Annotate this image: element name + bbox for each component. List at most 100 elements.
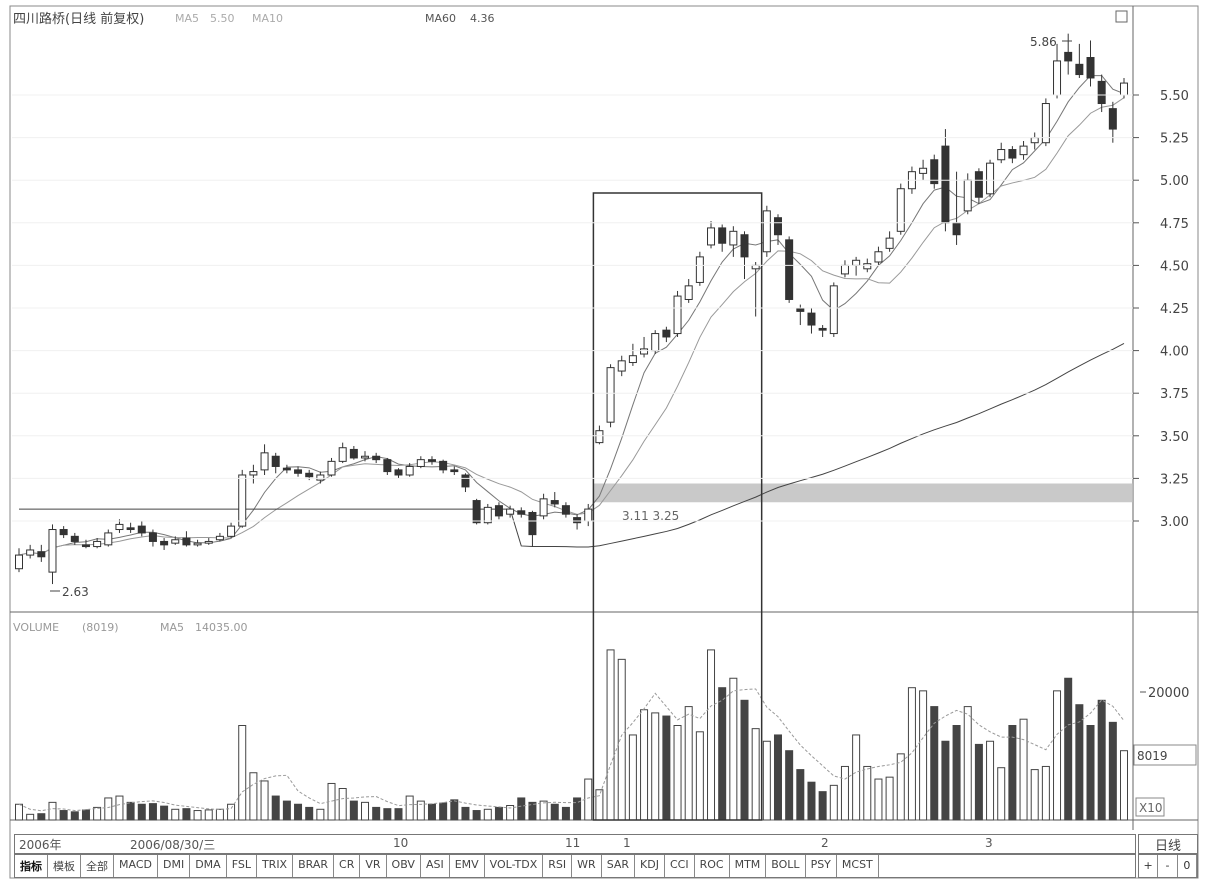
candle-body: [483, 506, 492, 524]
candle-body: [383, 459, 392, 473]
panel-toggle-icon[interactable]: [1115, 10, 1128, 23]
support-band: [593, 483, 1133, 503]
tab-cr[interactable]: CR: [334, 855, 361, 877]
volume-bar: [986, 740, 995, 821]
volume-bar: [383, 808, 392, 821]
tab-psy[interactable]: PSY: [806, 855, 837, 877]
tab-mcst[interactable]: MCST: [837, 855, 879, 877]
candle-body: [561, 505, 570, 515]
tab-rsi[interactable]: RSI: [543, 855, 573, 877]
tab-brar[interactable]: BRAR: [293, 855, 335, 877]
candle-body: [539, 498, 548, 517]
zoom-out-button[interactable]: -: [1158, 855, 1178, 877]
zoom-reset-button[interactable]: 0: [1178, 855, 1197, 877]
tab-wr[interactable]: WR: [572, 855, 602, 877]
tab-emv[interactable]: EMV: [450, 855, 485, 877]
candle-body: [773, 217, 782, 236]
tab-obv[interactable]: OBV: [387, 855, 421, 877]
candle-body: [1120, 82, 1128, 96]
volume-bar: [494, 806, 503, 821]
tab-mtm[interactable]: MTM: [730, 855, 767, 877]
candle-body: [26, 549, 35, 556]
volume-bar: [148, 803, 157, 821]
tab-boll[interactable]: BOLL: [766, 855, 806, 877]
tab-模板[interactable]: 模板: [48, 855, 81, 877]
volume-bar: [550, 803, 559, 821]
high-annotation: 5.86: [1030, 35, 1057, 49]
candle-body: [785, 239, 794, 300]
tab-全部[interactable]: 全部: [81, 855, 114, 877]
candle-body: [506, 508, 515, 515]
volume-bar: [573, 797, 582, 821]
candle-body: [573, 517, 582, 524]
tab-dmi[interactable]: DMI: [158, 855, 191, 877]
volume-bar: [885, 776, 894, 821]
tab-fsl[interactable]: FSL: [227, 855, 257, 877]
volume-bar: [852, 734, 861, 821]
candle-body: [640, 348, 649, 355]
candle-body: [829, 285, 838, 335]
moving-average-lines: [18, 75, 1125, 556]
support-band-rect: [593, 483, 1133, 503]
tab-cci[interactable]: CCI: [665, 855, 695, 877]
volume-bar: [160, 805, 169, 821]
date-axis[interactable]: 2006年 2006/08/30/三 10 11 1 2 3: [14, 834, 1136, 854]
volume-bar: [193, 810, 202, 821]
tab-asi[interactable]: ASI: [421, 855, 450, 877]
volume-bar: [126, 801, 135, 821]
candle-body: [606, 367, 615, 423]
cursor-date: 2006/08/30/三: [130, 838, 216, 852]
candle-body: [651, 333, 660, 352]
tab-vr[interactable]: VR: [360, 855, 387, 877]
volume-bar: [483, 808, 492, 821]
volume-bar: [840, 765, 849, 821]
price-tick-label: 5.25: [1160, 132, 1189, 147]
candle-body: [494, 505, 503, 517]
volume-bar: [896, 753, 905, 821]
period-selector[interactable]: 日线: [1138, 834, 1198, 854]
tab-macd[interactable]: MACD: [114, 855, 158, 877]
volume-bar: [171, 808, 180, 821]
volume-bar: [137, 803, 146, 821]
zoom-in-button[interactable]: +: [1139, 855, 1159, 877]
tab-kdj[interactable]: KDJ: [635, 855, 665, 877]
tab-dma[interactable]: DMA: [190, 855, 227, 877]
candle-body: [863, 263, 872, 270]
volume-bar: [238, 725, 247, 821]
volume-bar: [1097, 699, 1106, 821]
candle-body: [1075, 63, 1084, 76]
candle-body: [751, 264, 760, 270]
candle-body: [796, 307, 805, 312]
candle-body: [316, 474, 325, 481]
volume-bar: [662, 715, 671, 821]
candle-body: [104, 532, 113, 546]
volume-bar: [15, 803, 23, 821]
candle-body: [874, 251, 883, 263]
tab-指标[interactable]: 指标: [15, 855, 48, 877]
candle-body: [215, 535, 224, 541]
tab-vol-tdx[interactable]: VOL-TDX: [485, 855, 544, 877]
candle-body: [818, 327, 827, 331]
volume-ma-label: MA5: [160, 621, 184, 634]
volume-bar: [751, 728, 760, 821]
volume-bar: [93, 806, 102, 821]
volume-bar: [528, 801, 537, 821]
candle-body: [628, 355, 637, 364]
volume-bar: [952, 725, 961, 821]
ma5-value: 5.50: [210, 12, 235, 25]
volume-bars: [15, 649, 1128, 821]
volume-bar: [282, 800, 291, 821]
candle-body: [204, 540, 213, 544]
volume-bar: [595, 789, 604, 821]
month-label: 3: [985, 836, 993, 850]
volume-bar: [1008, 725, 1017, 821]
price-tick-label: 3.50: [1160, 430, 1189, 445]
tab-sar[interactable]: SAR: [602, 855, 636, 877]
volume-bar: [416, 800, 425, 821]
tab-trix[interactable]: TRIX: [257, 855, 294, 877]
tab-roc[interactable]: ROC: [695, 855, 730, 877]
candle-body: [249, 471, 258, 476]
candle-body: [1019, 145, 1028, 156]
volume-bar: [1053, 690, 1062, 821]
